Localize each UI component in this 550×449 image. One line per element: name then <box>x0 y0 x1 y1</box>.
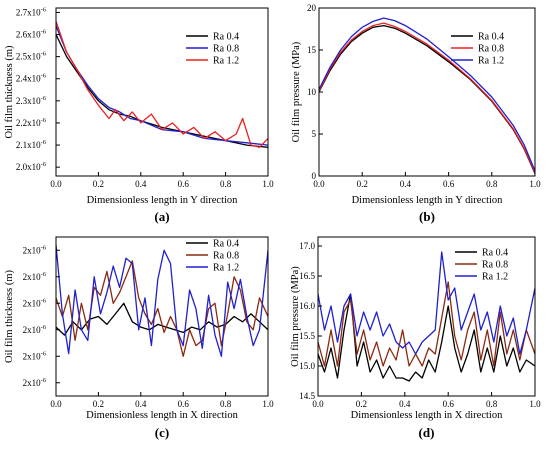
legend: Ra 0.4Ra 0.8Ra 1.2 <box>451 32 504 67</box>
x-tick-label: 1.0 <box>529 179 541 189</box>
series-line-2 <box>56 260 268 357</box>
plot-frame <box>55 236 269 397</box>
y-tick-label: 15.5 <box>299 331 315 341</box>
x-tick-label: 1.0 <box>262 399 274 409</box>
legend-entry: Ra 1.2 <box>482 272 508 283</box>
legend: Ra 0.4Ra 0.8Ra 1.2 <box>186 32 239 67</box>
plot-frame <box>55 7 269 177</box>
series-line-3 <box>318 251 535 355</box>
panel-label: (c) <box>155 425 169 440</box>
x-tick-label: 0.0 <box>313 179 325 189</box>
x-tick-label: 0.8 <box>220 179 232 189</box>
x-tick-label: 0.4 <box>135 399 147 409</box>
x-axis-label: Dimensionless length in X direction <box>351 410 503 421</box>
x-tick-label: 0.2 <box>93 179 104 189</box>
y-axis-label: Oil film thickness (m) <box>4 269 15 363</box>
y-tick-label: 15.0 <box>299 361 315 371</box>
legend-entry: Ra 0.8 <box>213 44 239 55</box>
x-tick-label: 1.0 <box>529 399 541 409</box>
x-tick-label: 0.8 <box>486 399 498 409</box>
y-tick-label: 2.0x10-6 <box>16 161 47 172</box>
x-tick-label: 0.6 <box>443 179 455 189</box>
plot-frame <box>317 236 536 397</box>
y-tick-label: 14.5 <box>299 391 315 401</box>
y-tick-label: 2.3x10-6 <box>16 95 47 106</box>
x-axis-label: Dimensionless length in Y direction <box>87 195 239 206</box>
x-tick-label: 0.4 <box>400 179 412 189</box>
x-tick-label: 0.6 <box>443 399 455 409</box>
legend-entry: Ra 1.2 <box>213 263 239 274</box>
y-tick-label: 15 <box>307 45 317 55</box>
x-tick-label: 0.0 <box>50 399 62 409</box>
x-tick-label: 0.2 <box>356 399 367 409</box>
panel-a: 0.0 0.2 0.4 0.6 0.8 1.0 2.0x10-6 2.1x10-6 2.2x10… <box>4 6 274 224</box>
x-axis-label: Dimensionless length in X direction <box>86 410 238 421</box>
x-tick-label: 0.2 <box>93 399 104 409</box>
legend-entry: Ra 0.8 <box>482 260 508 271</box>
y-tick-label: 2x10-6 <box>23 244 47 255</box>
y-tick-label: 10 <box>307 87 317 97</box>
legend-entry: Ra 0.8 <box>213 251 239 262</box>
legend-entry: Ra 1.2 <box>213 56 239 67</box>
y-axis-label: Oil film pressure (MPa) <box>291 41 302 142</box>
y-tick-label: 17.0 <box>299 241 315 251</box>
y-axis-label: Oil film pressure (MPa) <box>290 266 301 367</box>
x-tick-label: 0.6 <box>178 399 190 409</box>
x-tick-label: 0.8 <box>220 399 232 409</box>
x-tick-label: 0.6 <box>178 179 190 189</box>
y-tick-label: 2.1x10-6 <box>16 139 47 150</box>
panel-c: 0.0 0.2 0.4 0.6 0.8 1.0 2x10-6 2x10-6 2x10-6 2x10… <box>4 236 274 440</box>
y-tick-label: 0 <box>312 171 317 181</box>
y-tick-label: 16.0 <box>299 301 315 311</box>
y-tick-label: 2x10-6 <box>23 297 47 308</box>
legend-entry: Ra 1.2 <box>478 56 504 67</box>
y-tick-label: 2.2x10-6 <box>16 117 47 128</box>
y-axis-label: Oil film thickness (m) <box>4 45 15 139</box>
panel-b: 0.0 0.2 0.4 0.6 0.8 1.0 0 5 10 15 20 Dimensionless … <box>291 3 541 224</box>
series-line-2 <box>318 281 535 367</box>
series-line-2 <box>56 25 268 146</box>
legend: Ra 0.4Ra 0.8Ra 1.2 <box>186 239 239 274</box>
x-tick-label: 0.4 <box>135 179 147 189</box>
legend-entry: Ra 0.4 <box>213 239 239 250</box>
y-tick-label: 5 <box>312 129 317 139</box>
legend-entry: Ra 0.4 <box>478 32 504 43</box>
legend: Ra 0.4Ra 0.8Ra 1.2 <box>455 248 508 283</box>
series-line-2 <box>319 22 535 173</box>
x-tick-label: 0.2 <box>357 179 368 189</box>
x-tick-label: 0.8 <box>486 179 498 189</box>
y-tick-label: 2x10-6 <box>23 377 47 388</box>
y-tick-label: 2x10-6 <box>23 271 47 282</box>
y-tick-label: 2.6x10-6 <box>16 29 47 40</box>
series-line-3 <box>56 21 268 148</box>
legend-entry: Ra 0.4 <box>482 248 508 259</box>
y-tick-label: 20 <box>307 3 317 13</box>
legend-entry: Ra 0.4 <box>213 32 239 43</box>
x-tick-label: 0.0 <box>50 179 62 189</box>
panel-label: (b) <box>419 209 435 224</box>
y-tick-label: 2x10-6 <box>23 324 47 335</box>
x-tick-label: 0.4 <box>399 399 411 409</box>
y-tick-label: 16.5 <box>299 271 315 281</box>
panel-label: (d) <box>419 425 435 440</box>
x-tick-label: 1.0 <box>262 179 274 189</box>
x-tick-label: 0.0 <box>312 399 324 409</box>
x-axis-label: Dimensionless length in Y direction <box>352 195 504 206</box>
panel-d: 0.0 0.2 0.4 0.6 0.8 1.0 14.5 15.0 15.5 16.0 16.5 17… <box>290 236 541 440</box>
panel-label: (a) <box>154 209 169 224</box>
y-tick-label: 2.7x10-6 <box>16 6 47 17</box>
series-line-3 <box>319 17 535 172</box>
y-tick-label: 2.4x10-6 <box>16 73 47 84</box>
series-line-3 <box>56 244 268 357</box>
y-tick-label: 2.5x10-6 <box>16 51 47 62</box>
legend-entry: Ra 0.8 <box>478 44 504 55</box>
y-tick-label: 2x10-6 <box>23 350 47 361</box>
